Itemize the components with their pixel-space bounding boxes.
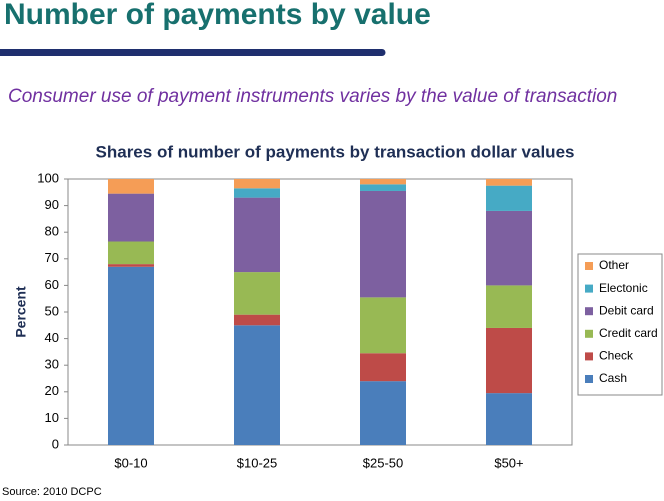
slide-title: Number of payments by value: [4, 0, 431, 31]
bar-segment: [360, 353, 406, 382]
y-tick-label: 80: [45, 224, 59, 239]
y-tick-label: 60: [45, 277, 59, 292]
source: Source: 2010 DCPC: [2, 486, 102, 498]
bar-segment: [486, 185, 532, 211]
legend-label: Electonic: [599, 281, 648, 295]
legend-swatch: [585, 262, 593, 270]
legend-label: Credit card: [599, 326, 658, 340]
subtitle: Consumer use of payment instruments vari…: [8, 86, 617, 107]
title-underline: [0, 49, 386, 56]
bar-segment: [234, 314, 280, 326]
bar-segment: [360, 190, 406, 298]
bar-segment: [360, 381, 406, 445]
bar-segment: [486, 393, 532, 445]
x-tick-label: $50+: [494, 455, 523, 470]
x-tick-label: $10-25: [237, 455, 277, 470]
bar-segment: [486, 210, 532, 286]
y-tick-label: 70: [45, 250, 59, 265]
bar-segment: [234, 197, 280, 273]
legend-swatch: [585, 307, 593, 316]
bar-segment: [108, 264, 154, 267]
bar-segment: [360, 184, 406, 191]
x-tick-label: $25-50: [363, 455, 403, 470]
bar-segment: [234, 179, 280, 189]
bar-segment: [234, 188, 280, 198]
bar-segment: [486, 327, 532, 394]
y-tick-label: 10: [45, 410, 59, 425]
bar-segment: [234, 325, 280, 445]
legend-swatch: [585, 375, 593, 383]
bar-segment: [108, 241, 154, 265]
bar-segment: [486, 179, 532, 186]
y-tick-label: 90: [45, 197, 59, 212]
legend-swatch: [585, 352, 593, 361]
y-axis-label: Percent: [13, 286, 29, 338]
y-tick-label: 100: [37, 170, 59, 185]
bar-segment: [108, 193, 154, 242]
legend-label: Cash: [599, 371, 627, 385]
bar-segment: [360, 179, 406, 185]
y-tick-label: 30: [45, 357, 59, 372]
legend-swatch: [585, 329, 593, 338]
bar-segment: [234, 272, 280, 315]
y-tick-label: 50: [45, 303, 59, 318]
legend: [577, 253, 663, 396]
y-tick-label: 0: [52, 436, 59, 451]
legend-label: Debit card: [599, 303, 654, 317]
bar-segment: [108, 266, 154, 445]
x-tick-label: $0-10: [114, 455, 147, 470]
legend-swatch: [585, 284, 593, 293]
bar-segment: [486, 285, 532, 328]
chart-title: Shares of number of payments by transact…: [96, 142, 575, 161]
bar-segment: [360, 297, 406, 354]
y-tick-label: 40: [45, 330, 59, 345]
legend-label: Other: [599, 258, 629, 272]
y-tick-label: 20: [45, 383, 59, 398]
bar-segment: [108, 179, 154, 194]
legend-label: Check: [599, 349, 634, 363]
